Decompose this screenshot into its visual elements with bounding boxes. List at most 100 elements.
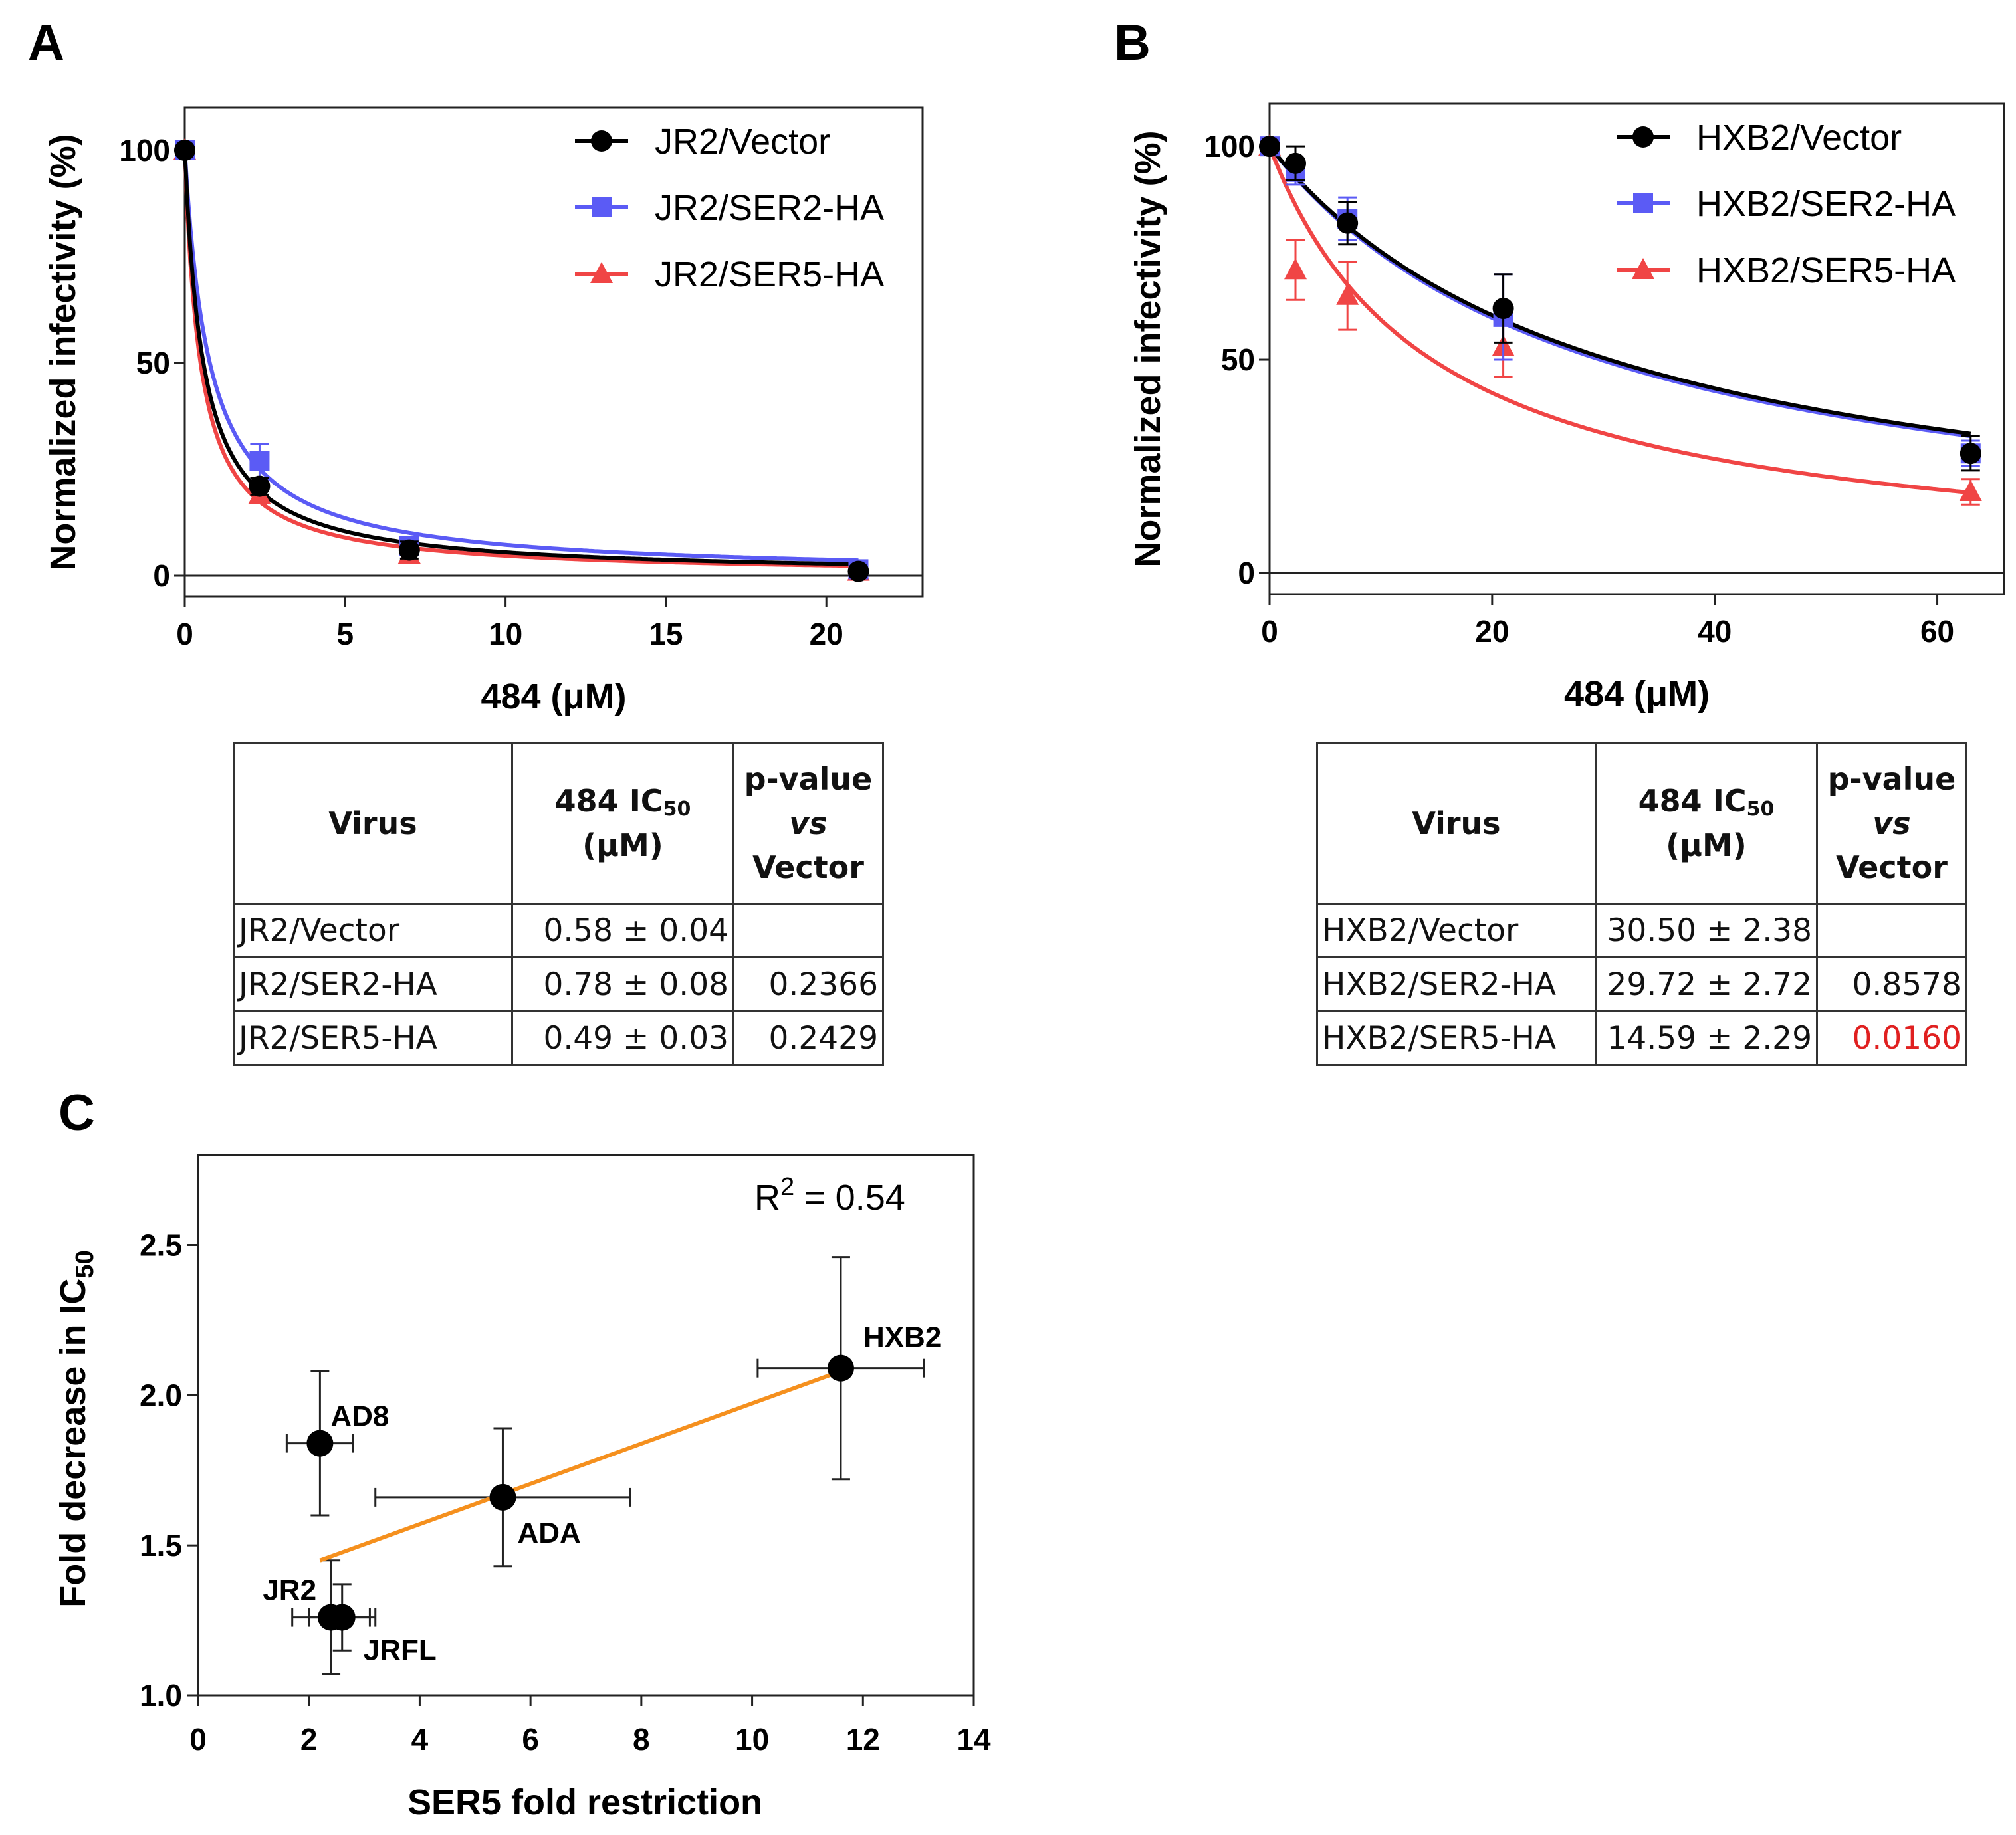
regression-line [319,1369,841,1563]
y-tick-label: 0 [1238,556,1255,590]
y-tick-label: 100 [1204,129,1255,163]
x-tick-label: 14 [956,1722,991,1757]
legend-label: HXB2/SER2-HA [1696,184,1956,224]
data-point [174,140,195,161]
data-point [398,539,420,561]
point-label: AD8 [330,1400,389,1433]
table-b-header-virus: Virus [1316,742,1597,905]
table-row: JR2/SER2-HA 0.78 ± 0.08 0.2366 [233,956,884,1012]
data-point [1259,136,1280,158]
legend-marker [1632,126,1654,148]
y-tick-label: 1.0 [140,1678,182,1713]
x-tick-label: 0 [189,1722,207,1757]
panel-label: A [28,15,64,71]
table-a-cell-p: 0.2366 [732,956,884,1012]
table-a-cell-ic50: 0.78 ± 0.08 [511,956,734,1012]
table-a-cell-p [732,903,884,958]
table-b-cell-ic50: 29.72 ± 2.72 [1595,956,1818,1012]
table-b-cell-virus: HXB2/Vector [1316,903,1597,958]
panel-b-chart: B 0 50 100 0 20 40 60 484 (μM) Normalized infecti… [1114,15,2005,714]
panel-label: C [58,1085,95,1141]
data-point [1285,152,1307,174]
y-tick-label: 100 [119,133,170,167]
x-tick-label: 5 [337,617,354,651]
x-tick-label: 40 [1698,614,1732,649]
legend-marker [590,262,613,283]
x-axis-label: 484 (μM) [481,677,626,716]
table-a-header-ic50: 484 IC50 (μM) [511,742,734,905]
r-squared-label: R2 = 0.54 [754,1173,905,1218]
x-tick-label: 12 [846,1722,880,1757]
data-point [1337,212,1359,234]
table-b-header-pvalue: p-value vs Vector [1816,742,1967,905]
x-axis-label: SER5 fold restriction [407,1782,762,1822]
table-a-header-pvalue: p-value vs Vector [732,742,884,905]
x-tick-label: 20 [810,617,843,651]
y-tick-label: 0 [153,558,170,593]
point-label: HXB2 [863,1321,941,1354]
x-tick-label: 2 [300,1722,318,1757]
table-a-cell-virus: JR2/Vector [233,903,513,958]
point-label: ADA [517,1517,580,1549]
data-point [489,1483,516,1511]
table-b-cell-p-significant: 0.0160 [1816,1010,1967,1066]
legend-label: HXB2/SER5-HA [1696,251,1956,290]
table-b-cell-ic50: 14.59 ± 2.29 [1595,1010,1818,1066]
fit-curve-HXB2/Vector [1268,145,1971,436]
data-point [1336,283,1359,305]
y-tick-label: 50 [136,346,170,380]
plot-frame [197,1154,975,1697]
table-a-cell-ic50: 0.58 ± 0.04 [511,903,734,958]
x-tick-label: 20 [1475,614,1509,649]
data-point [1959,479,1982,501]
data-point [847,560,869,582]
data-point [249,451,270,471]
fit-curve-JR2/Vector [183,150,859,566]
panel-c-chart: C 1.0 1.5 2.0 2.5 0 2 4 6 8 10 12 14 SER5 fold restri… [53,1085,991,1822]
legend-label: HXB2/Vector [1696,118,1902,158]
table-a-cell-ic50: 0.49 ± 0.03 [511,1010,734,1066]
table-b-cell-p: 0.8578 [1816,956,1967,1012]
table-b-cell-virus: HXB2/SER5-HA [1316,1010,1597,1066]
table-b-cell-virus: HXB2/SER2-HA [1316,956,1597,1012]
data-point [1492,298,1514,320]
x-tick-label: 6 [522,1722,539,1757]
x-tick-label: 4 [411,1722,429,1757]
data-point [249,475,271,497]
table-b-cell-p [1816,903,1967,958]
x-tick-label: 0 [1261,614,1278,649]
x-tick-label: 0 [176,617,193,651]
y-tick-label: 50 [1221,342,1255,377]
legend-label: JR2/SER5-HA [655,255,884,294]
table-a-header-row: Virus 484 IC50 (μM) p-value vs Vector [233,742,884,905]
legend-label: JR2/SER2-HA [655,188,884,228]
point-label: JR2 [263,1574,316,1607]
table-a-header-virus: Virus [233,742,513,905]
y-tick-label: 2.5 [140,1228,182,1263]
table-row: JR2/SER5-HA 0.49 ± 0.03 0.2429 [233,1010,884,1066]
x-axis-label: 484 (μM) [1564,674,1710,714]
data-point [328,1604,356,1631]
y-tick-label: 2.0 [140,1378,182,1412]
x-tick-label: 10 [489,617,522,651]
fit-curve-JR2/SER2-HA [183,150,859,563]
y-tick-label: 1.5 [140,1528,182,1563]
table-b: Virus 484 IC50 (μM) p-value vs Vector HX… [1316,742,1967,1066]
table-a-cell-p: 0.2429 [732,1010,884,1066]
data-point [1960,443,1981,465]
table-a-cell-virus: JR2/SER5-HA [233,1010,513,1066]
x-tick-label: 60 [1920,614,1954,649]
table-a-cell-virus: JR2/SER2-HA [233,956,513,1012]
plot-frame [1268,102,2005,595]
table-row: HXB2/Vector 30.50 ± 2.38 [1316,903,1967,958]
table-row: HXB2/SER2-HA 29.72 ± 2.72 0.8578 [1316,956,1967,1012]
panel-label: B [1114,15,1151,71]
panel-a-chart: A 0 50 100 0 5 10 15 20 484 (μM) Normalized infect… [28,15,924,716]
legend-marker [1633,193,1653,213]
table-b-header-ic50: 484 IC50 (μM) [1595,742,1818,905]
table-b-header-row: Virus 484 IC50 (μM) p-value vs Vector [1316,742,1967,905]
fit-curve-HXB2/SER5-HA [1268,146,1971,495]
data-point [1284,258,1307,280]
x-tick-label: 8 [633,1722,650,1757]
data-point [306,1430,334,1457]
